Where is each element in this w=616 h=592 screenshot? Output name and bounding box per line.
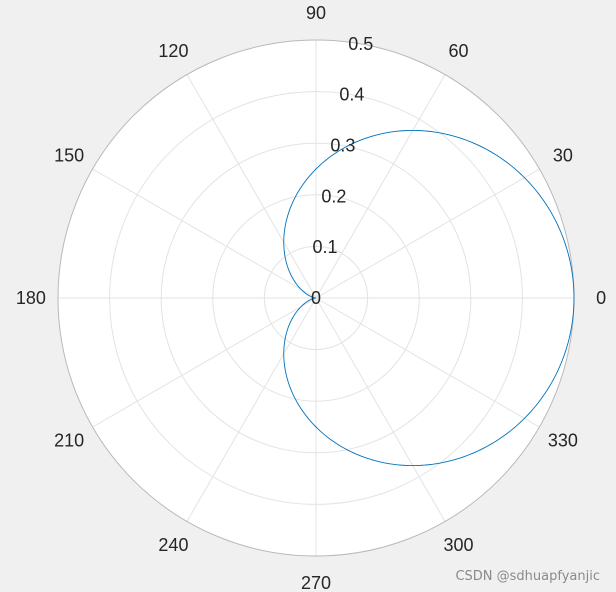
r-tick-label-5: 0.5	[348, 34, 373, 54]
watermark: CSDN @sdhuapfyanjic	[455, 569, 600, 584]
theta-tick-label-150: 150	[54, 145, 84, 165]
theta-tick-label-30: 30	[553, 145, 573, 165]
theta-tick-label-0: 0	[596, 288, 606, 308]
r-tick-label-2: 0.2	[321, 186, 346, 206]
theta-tick-label-180: 180	[16, 288, 46, 308]
r-tick-label-4: 0.4	[339, 85, 364, 105]
theta-tick-label-210: 210	[54, 431, 84, 451]
theta-tick-labels: 0 30 60 90 120 150 180 210 240 270 300 330	[16, 3, 606, 592]
theta-tick-label-240: 240	[158, 535, 188, 555]
grid-spoke-30	[315, 168, 540, 299]
r-tick-label-3: 0.3	[330, 136, 355, 156]
theta-tick-label-60: 60	[449, 41, 469, 61]
data-series	[283, 129, 575, 467]
grid-spoke-60	[315, 74, 446, 299]
grid-spoke-330	[315, 297, 540, 428]
grid-spoke-240	[186, 297, 317, 522]
grid-spoke-210	[92, 297, 317, 428]
series-line-0	[283, 129, 575, 467]
r-tick-label-1: 0.1	[312, 237, 337, 257]
theta-tick-label-120: 120	[158, 41, 188, 61]
grid-spoke-300	[315, 297, 446, 522]
grid-spoke-150	[92, 168, 317, 299]
r-tick-labels: 0 0.1 0.2 0.3 0.4 0.5	[311, 34, 373, 308]
grid-spoke-120	[186, 74, 317, 299]
r-tick-label-0: 0	[311, 288, 321, 308]
theta-tick-label-330: 330	[548, 431, 578, 451]
theta-tick-label-300: 300	[444, 535, 474, 555]
theta-tick-label-270: 270	[301, 573, 331, 592]
theta-tick-label-90: 90	[306, 3, 326, 23]
